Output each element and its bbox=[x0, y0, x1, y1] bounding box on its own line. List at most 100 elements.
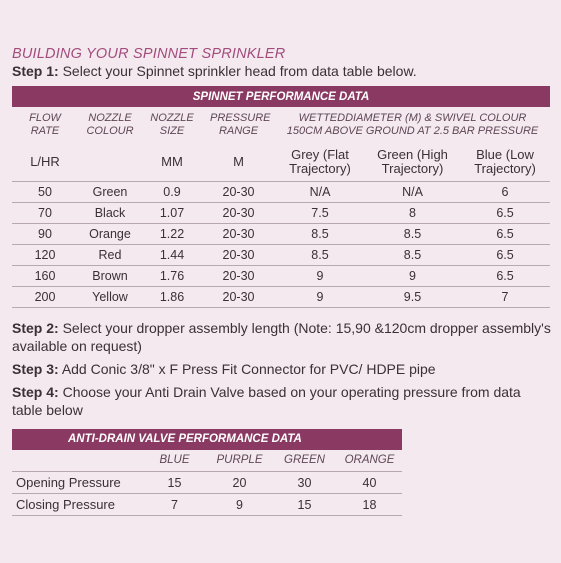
cell: 8.5 bbox=[275, 223, 365, 245]
step-label: Step 4: bbox=[12, 383, 59, 400]
cell: 20-30 bbox=[202, 265, 275, 287]
cell: 20-30 bbox=[202, 202, 275, 224]
cell: 8.5 bbox=[365, 244, 460, 266]
valve-table: ANTI-DRAIN VALVE PERFORMANCE DATA BLUE PUR… bbox=[12, 428, 402, 516]
cell: 7 bbox=[142, 493, 207, 516]
cell: 40 bbox=[337, 471, 402, 494]
cell: 9 bbox=[365, 265, 460, 287]
sub-header: Green (High Trajectory) bbox=[365, 143, 460, 182]
table-title: SPINNET PERFORMANCE DATA bbox=[12, 86, 551, 107]
data-row: 200 Yellow 1.86 20-30 9 9.5 7 bbox=[12, 286, 551, 308]
cell: 1.44 bbox=[142, 244, 202, 266]
cell: 7.5 bbox=[275, 202, 365, 224]
column-header: BLUE bbox=[159, 453, 190, 466]
sub-header: Grey (Flat Trajectory) bbox=[275, 143, 365, 182]
column-header: NOZZLE SIZE bbox=[150, 112, 194, 137]
cell: Green bbox=[78, 181, 142, 203]
column-header: NOZZLE COLOUR bbox=[86, 112, 134, 137]
cell: 15 bbox=[272, 493, 337, 516]
header-row: BLUE PURPLE GREEN ORANGE bbox=[12, 450, 402, 472]
cell: 6.5 bbox=[460, 223, 551, 245]
cell: Brown bbox=[78, 265, 142, 287]
cell: 8 bbox=[365, 202, 460, 224]
cell: 15 bbox=[142, 471, 207, 494]
cell: 1.86 bbox=[142, 286, 202, 308]
table-title: ANTI-DRAIN VALVE PERFORMANCE DATA bbox=[12, 428, 402, 450]
column-header: WETTEDDIAMETER (M) & SWIVEL COLOUR 150CM… bbox=[286, 112, 539, 137]
cell: 20-30 bbox=[202, 223, 275, 245]
cell: 9 bbox=[275, 286, 365, 308]
step-text: Select your dropper assembly length (Not… bbox=[12, 319, 551, 354]
blank bbox=[12, 450, 142, 472]
unit: L/HR bbox=[12, 143, 78, 182]
sub-header: Blue (Low Trajectory) bbox=[460, 143, 551, 182]
unit: MM bbox=[142, 143, 202, 182]
step-label: Step 1: bbox=[12, 63, 59, 79]
title-row: ANTI-DRAIN VALVE PERFORMANCE DATA bbox=[12, 428, 402, 450]
cell: 20-30 bbox=[202, 244, 275, 266]
cell: 1.76 bbox=[142, 265, 202, 287]
unit: M bbox=[202, 143, 275, 182]
cell: Orange bbox=[78, 223, 142, 245]
cell: 9.5 bbox=[365, 286, 460, 308]
cell: 18 bbox=[337, 493, 402, 516]
cell: 1.07 bbox=[142, 202, 202, 224]
cell: 6.5 bbox=[460, 265, 551, 287]
cell: 6.5 bbox=[460, 244, 551, 266]
column-header: ORANGE bbox=[344, 453, 395, 466]
cell: 0.9 bbox=[142, 181, 202, 203]
title-row: SPINNET PERFORMANCE DATA bbox=[12, 86, 551, 107]
step-text: Choose your Anti Drain Valve based on yo… bbox=[12, 383, 521, 418]
cell: 6 bbox=[460, 181, 551, 203]
cell: Yellow bbox=[78, 286, 142, 308]
cell: 70 bbox=[12, 202, 78, 224]
column-header: PRESSURE RANGE bbox=[210, 112, 271, 137]
cell: 9 bbox=[207, 493, 272, 516]
cell: 90 bbox=[12, 223, 78, 245]
step-text: Add Conic 3/8" x F Press Fit Connector f… bbox=[61, 360, 436, 377]
step-label: Step 3: bbox=[12, 360, 59, 377]
cell: N/A bbox=[365, 181, 460, 203]
title: BUILDING YOUR SPINNET SPRINKLER bbox=[12, 46, 286, 62]
data-row: 70 Black 1.07 20-30 7.5 8 6.5 bbox=[12, 202, 551, 224]
content: BUILDING YOUR SPINNET SPRINKLER Step 1: … bbox=[12, 46, 552, 516]
cell: 30 bbox=[272, 471, 337, 494]
cell: Red bbox=[78, 244, 142, 266]
cell: Black bbox=[78, 202, 142, 224]
cell: 7 bbox=[460, 286, 551, 308]
data-row: 50 Green 0.9 20-30 N/A N/A 6 bbox=[12, 181, 551, 203]
spinnet-table: SPINNET PERFORMANCE DATA FLOW RATE NOZZLE … bbox=[12, 86, 551, 308]
cell: 120 bbox=[12, 244, 78, 266]
step: Step 4: Choose your Anti Drain Valve bas… bbox=[12, 383, 552, 419]
column-header: FLOW RATE bbox=[29, 112, 61, 137]
row-label: Opening Pressure bbox=[12, 471, 142, 494]
cell: 6.5 bbox=[460, 202, 551, 224]
cell: N/A bbox=[275, 181, 365, 203]
cell: 50 bbox=[12, 181, 78, 203]
data-row: Closing Pressure 7 9 15 18 bbox=[12, 493, 402, 516]
step: Step 3: Add Conic 3/8" x F Press Fit Con… bbox=[12, 360, 552, 378]
blank bbox=[78, 143, 142, 182]
step-text: Select your Spinnet sprinkler head from … bbox=[62, 63, 417, 79]
cell: 8.5 bbox=[275, 244, 365, 266]
cell: 8.5 bbox=[365, 223, 460, 245]
data-row: Opening Pressure 15 20 30 40 bbox=[12, 471, 402, 494]
cell: 20-30 bbox=[202, 286, 275, 308]
step: Step 1: Select your Spinnet sprinkler he… bbox=[12, 62, 552, 80]
cell: 20-30 bbox=[202, 181, 275, 203]
header-row: FLOW RATE NOZZLE COLOUR NOZZLE SIZE PRESSUR… bbox=[12, 107, 550, 143]
cell: 9 bbox=[275, 265, 365, 287]
data-row: 160 Brown 1.76 20-30 9 9 6.5 bbox=[12, 265, 551, 287]
step: Step 2: Select your dropper assembly len… bbox=[12, 319, 552, 355]
units-row: L/HR MM M Grey (Flat Trajectory) Green (High… bbox=[12, 143, 551, 182]
row-label: Closing Pressure bbox=[12, 493, 142, 516]
column-header: GREEN bbox=[284, 453, 325, 466]
column-header: PURPLE bbox=[216, 453, 263, 466]
data-row: 120 Red 1.44 20-30 8.5 8.5 6.5 bbox=[12, 244, 551, 266]
cell: 20 bbox=[207, 471, 272, 494]
cell: 200 bbox=[12, 286, 78, 308]
cell: 160 bbox=[12, 265, 78, 287]
step-label: Step 2: bbox=[12, 319, 59, 336]
cell: 1.22 bbox=[142, 223, 202, 245]
